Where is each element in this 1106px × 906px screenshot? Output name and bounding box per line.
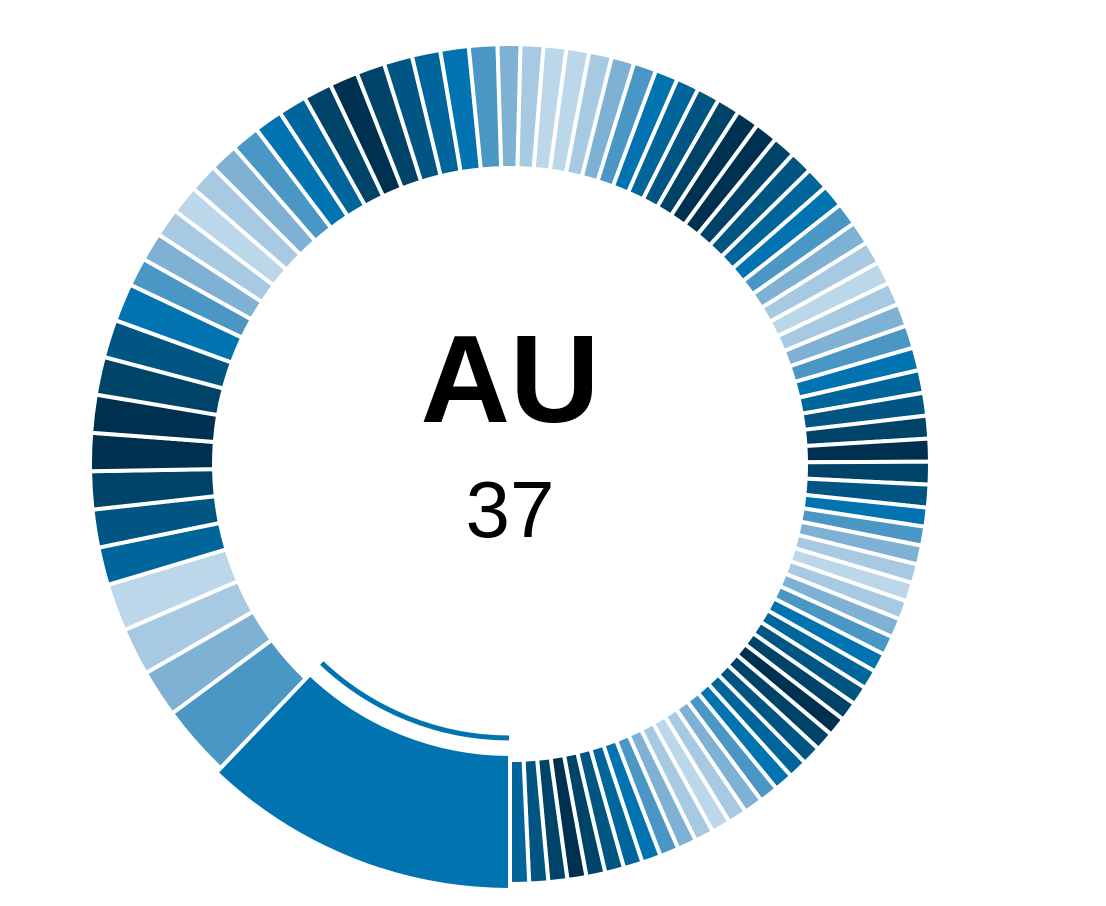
- highlight-arc: [320, 661, 510, 741]
- donut-slices: [88, 42, 932, 892]
- donut-slice-1: [214, 672, 512, 892]
- center-value: 37: [466, 465, 555, 554]
- center-label: AU: [420, 311, 599, 449]
- donut-slice-92: [508, 757, 532, 887]
